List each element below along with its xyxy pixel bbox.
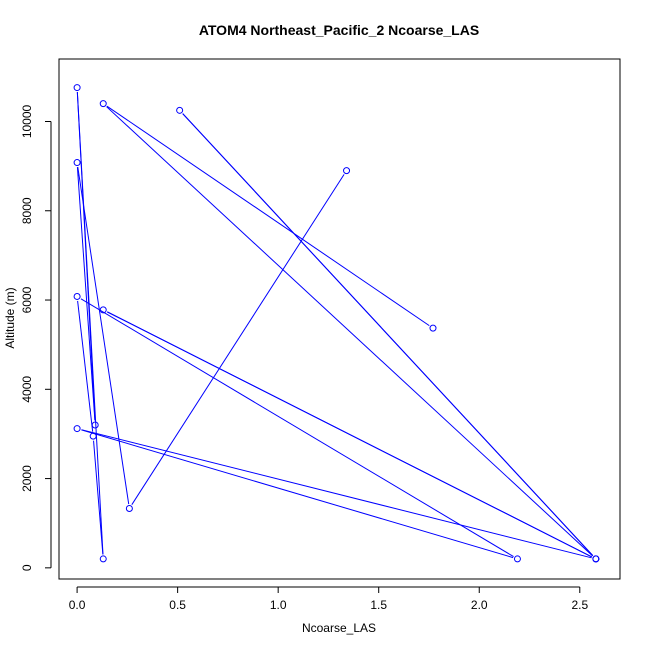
series-segment	[106, 105, 430, 327]
x-tick-label: 1.0	[270, 598, 287, 612]
data-point	[73, 292, 81, 300]
x-axis-label: Ncoarse_LAS	[302, 621, 376, 635]
series-segment	[93, 440, 104, 555]
data-point	[513, 555, 521, 563]
data-point	[91, 421, 99, 429]
series-segment	[81, 429, 592, 559]
data-point	[73, 159, 81, 167]
series-segment	[107, 311, 593, 558]
y-tick-label: 4000	[20, 376, 34, 403]
y-tick-label: 10000	[20, 104, 34, 138]
data-point	[343, 167, 351, 175]
data-point	[99, 306, 107, 314]
data-point	[73, 84, 81, 92]
x-axis: 0.0 0.5 1.0 1.5 2.0 2.5	[69, 586, 588, 612]
y-tick-label: 6000	[20, 286, 34, 313]
x-tick-label: 2.5	[571, 598, 588, 612]
data-point	[99, 100, 107, 108]
x-tick-label: 0.0	[69, 598, 86, 612]
series-segment	[77, 166, 130, 505]
chart-title: ATOM4 Northeast_Pacific_2 Ncoarse_LAS	[199, 22, 479, 38]
data-point	[429, 324, 437, 332]
data-point	[89, 432, 97, 440]
series-segment	[106, 106, 593, 557]
series-segment	[131, 174, 345, 505]
series-lines	[76, 92, 594, 559]
y-tick-label: 0	[20, 564, 34, 571]
series-segment	[76, 92, 96, 421]
x-tick-label: 0.5	[169, 598, 186, 612]
data-point	[73, 425, 81, 433]
series-segment	[76, 167, 96, 421]
data-point	[176, 106, 184, 114]
data-point	[592, 555, 600, 563]
y-axis: 0 2000 4000 6000 8000 10000	[20, 104, 52, 571]
data-point	[125, 504, 133, 512]
series-segment	[182, 113, 594, 556]
series-segment	[80, 298, 514, 558]
y-tick-label: 2000	[20, 465, 34, 492]
series-points	[73, 84, 600, 563]
series-segment	[77, 300, 94, 432]
plot-frame	[58, 58, 621, 580]
x-tick-label: 1.5	[370, 598, 387, 612]
x-tick-label: 2.0	[471, 598, 488, 612]
y-tick-label: 8000	[20, 197, 34, 224]
series-segment	[81, 429, 514, 559]
data-point	[99, 555, 107, 563]
y-axis-label: Altitude (m)	[3, 287, 17, 348]
